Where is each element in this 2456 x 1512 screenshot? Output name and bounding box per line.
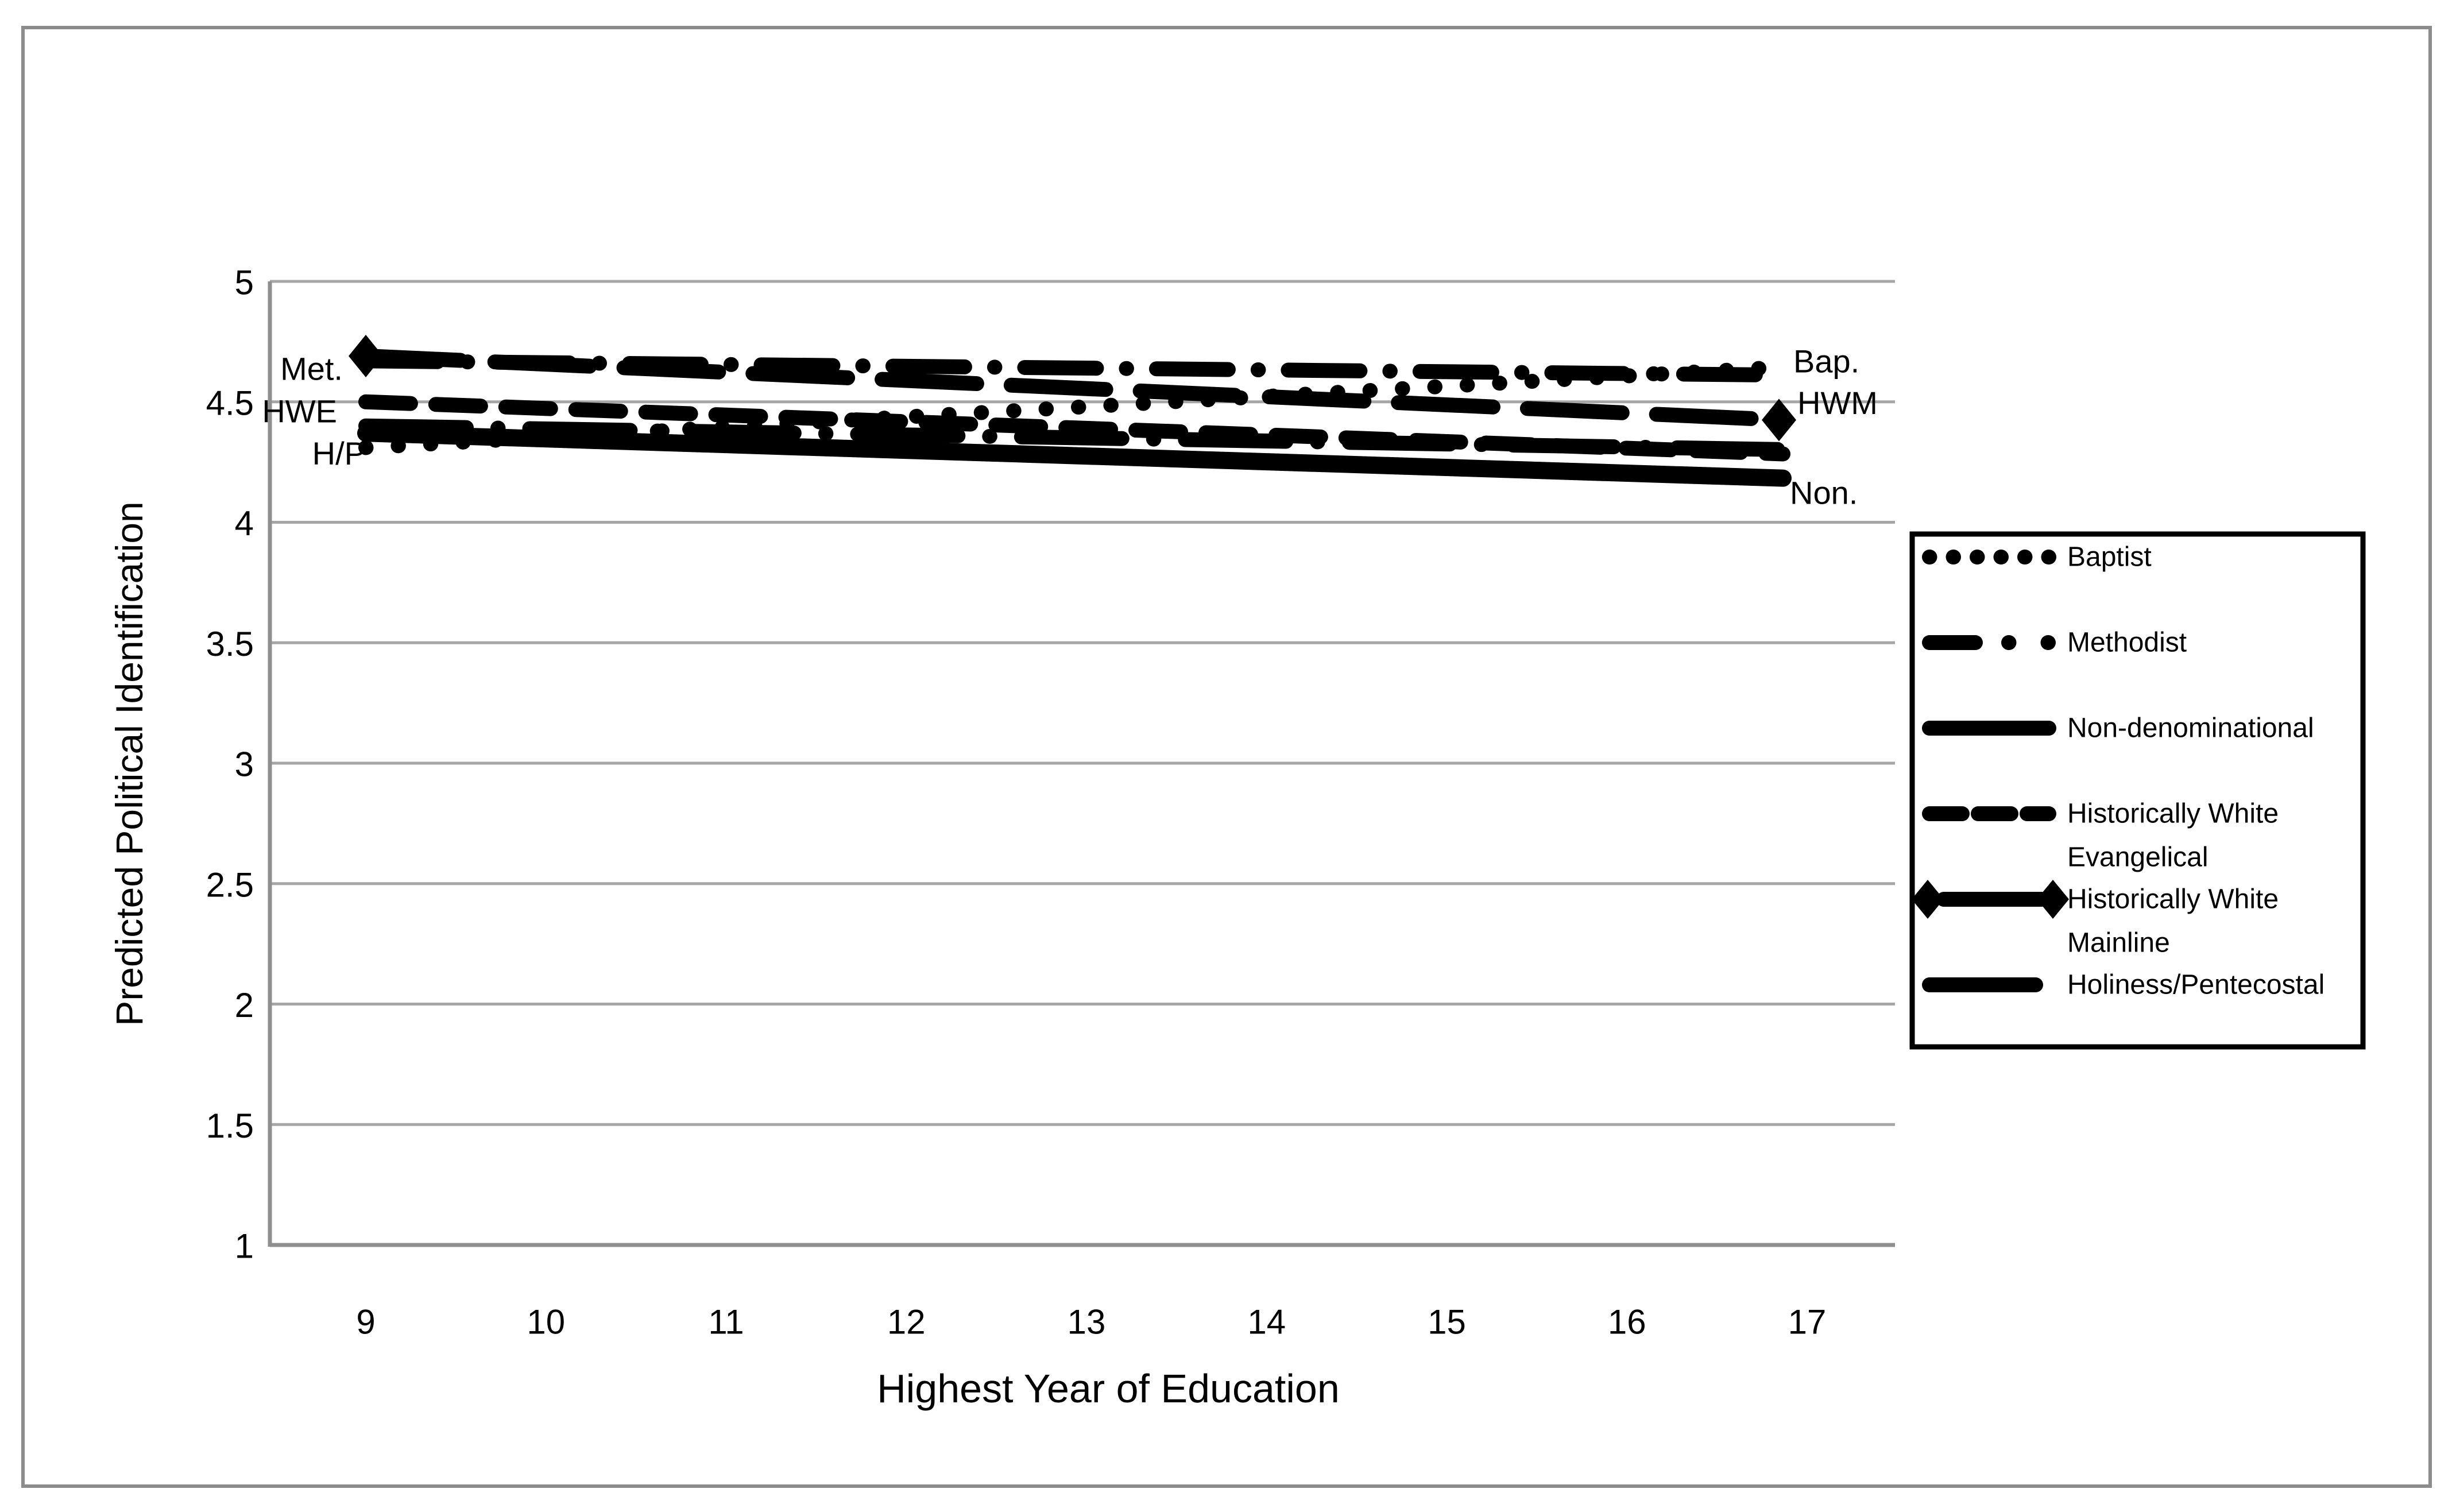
series-historically-white-mainline [349, 335, 1796, 442]
y-tick-label: 5 [235, 264, 254, 302]
y-tick-label: 2 [235, 986, 254, 1024]
series-baptist [358, 359, 1790, 455]
y-tick-label: 4.5 [206, 384, 254, 422]
x-axis-title: Highest Year of Education [877, 1366, 1340, 1411]
x-tick-label: 16 [1608, 1303, 1646, 1341]
diamond-marker [1762, 399, 1796, 442]
legend-item-label: Holiness/Pentecostal [2067, 970, 2325, 1000]
legend-item: Holiness/Pentecostal [1922, 970, 2325, 1000]
legend-box [1909, 531, 2366, 1050]
series-historically-white-evangelical [358, 394, 1790, 462]
series-line [358, 353, 1790, 383]
series-line [358, 359, 1790, 455]
series-line [358, 418, 1790, 457]
legend-item-label: Evangelical [2067, 842, 2208, 873]
x-tick-label: 15 [1428, 1303, 1466, 1341]
legend-item-label: Historically White [2067, 799, 2279, 829]
legend-item: Historically White Mainline [1912, 880, 2279, 958]
y-axis-tick-labels: 5 4.5 4 3.5 3 2.5 2 1.5 1 [206, 264, 254, 1266]
series-annotations: Met. HWE H/P Bap. HWM Non. [262, 343, 1878, 511]
x-tick-label: 17 [1788, 1303, 1827, 1341]
x-tick-label: 10 [527, 1303, 565, 1341]
legend-diamond-marker [1912, 880, 1944, 919]
series-annotation: HWM [1797, 385, 1878, 421]
y-axis-title: Predicted Political Identification [108, 501, 150, 1026]
x-tick-label: 12 [887, 1303, 926, 1341]
series-line [358, 394, 1790, 462]
legend: Baptist Methodist Non-denominational Histor… [1909, 531, 2366, 1050]
y-tick-label: 3 [235, 745, 254, 784]
x-axis-tick-labels: 9 10 11 12 13 14 15 16 17 [356, 1303, 1826, 1341]
series-line [358, 349, 1790, 428]
legend-item-label: Baptist [2067, 542, 2152, 573]
y-tick-label: 2.5 [206, 865, 254, 904]
legend-diamond-marker [2037, 880, 2069, 919]
gridlines [270, 280, 1895, 1247]
y-tick-label: 1.5 [206, 1107, 254, 1145]
x-tick-label: 11 [708, 1303, 744, 1341]
series-annotation: H/P [312, 435, 366, 471]
legend-item: Non-denominational [1922, 713, 2314, 744]
figure-border [21, 26, 2432, 1488]
series-annotation: Bap. [1793, 343, 1859, 379]
series-annotation: Met. [280, 351, 343, 387]
x-tick-label: 9 [356, 1303, 375, 1341]
series-line [357, 424, 1792, 487]
series-annotation: Non. [1790, 474, 1858, 511]
legend-item-label: Methodist [2067, 628, 2187, 658]
legend-item: Baptist [1922, 542, 2152, 573]
legend-item-label: Historically White [2067, 884, 2279, 915]
series-holiness-pentecostal [358, 418, 1790, 457]
diamond-marker [349, 335, 383, 378]
y-tick-label: 1 [235, 1227, 254, 1266]
legend-item: Historically White Evangelical [1922, 799, 2279, 873]
y-tick-label: 3.5 [206, 625, 254, 663]
series-lines [349, 335, 1796, 487]
x-tick-label: 13 [1068, 1303, 1106, 1341]
legend-item-label: Mainline [2067, 928, 2170, 958]
series-methodist [358, 353, 1790, 383]
legend-item: Methodist [1922, 628, 2187, 658]
x-tick-label: 14 [1247, 1303, 1286, 1341]
y-tick-label: 4 [235, 504, 254, 543]
series-non-denominational [357, 424, 1792, 487]
series-annotation: HWE [262, 393, 337, 429]
legend-item-label: Non-denominational [2067, 713, 2314, 744]
